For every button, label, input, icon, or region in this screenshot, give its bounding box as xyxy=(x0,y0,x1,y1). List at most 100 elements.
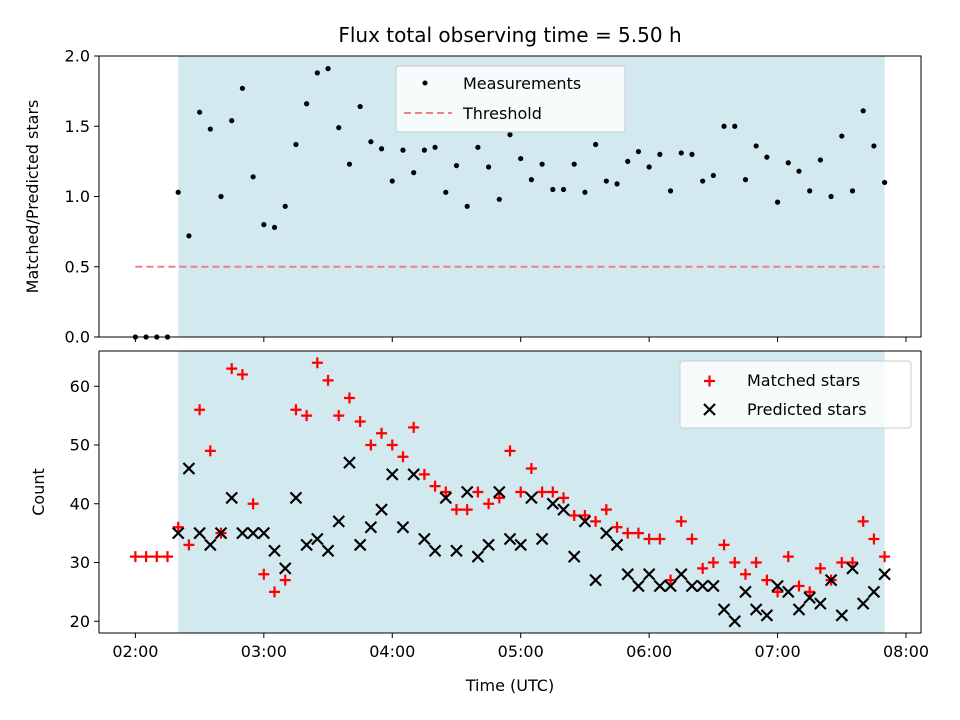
y-tick-label: 1.0 xyxy=(65,187,90,206)
matched-star-point xyxy=(172,521,184,533)
measurement-point xyxy=(496,196,502,202)
matched-star-point xyxy=(697,562,709,574)
ratio-legend-box xyxy=(395,65,626,133)
measurement-point xyxy=(314,70,320,76)
measurement-point xyxy=(357,103,363,110)
matched-star-point xyxy=(397,451,409,463)
count-marks xyxy=(129,357,891,628)
predicted-star-point xyxy=(600,526,613,540)
measurement-point xyxy=(464,203,470,209)
measurement-point xyxy=(485,164,492,170)
matched-star-point xyxy=(461,504,473,516)
measurement-point xyxy=(710,172,716,179)
predicted-star-point xyxy=(289,491,303,505)
matched-star-point xyxy=(804,586,816,598)
matched-star-point xyxy=(707,557,719,568)
measurement-point xyxy=(849,188,856,194)
predicted-star-point xyxy=(278,562,292,575)
measurement-point xyxy=(721,123,727,129)
predicted-star-point xyxy=(396,520,410,534)
predicted-star-point xyxy=(236,526,249,540)
measurement-point xyxy=(689,151,695,157)
measurement-point xyxy=(239,85,246,91)
measurement-point xyxy=(293,141,299,148)
measurement-point xyxy=(635,148,642,155)
x-tick-label: 03:00 xyxy=(241,642,287,661)
count-y-axis-label: Count xyxy=(29,468,48,516)
measurement-point xyxy=(421,147,427,153)
measurement-point xyxy=(807,188,813,194)
x-tick-label: 04:00 xyxy=(369,642,415,661)
matched-star-point xyxy=(311,357,323,369)
measurement-point xyxy=(175,189,181,195)
ratio-y-axis-label: Matched/Predicted stars xyxy=(23,100,42,294)
x-tick-label: 02:00 xyxy=(112,642,158,661)
matched-star-point xyxy=(354,416,366,427)
measurement-point xyxy=(871,143,877,149)
predicted-star-point xyxy=(321,544,335,558)
predicted-star-point xyxy=(332,515,346,528)
matched-star-point xyxy=(814,562,826,574)
predicted-star-point xyxy=(482,538,495,552)
predicted-star-point xyxy=(450,544,463,558)
measurement-point xyxy=(336,125,342,131)
predicted-star-point xyxy=(717,603,731,616)
measurement-point xyxy=(625,158,631,164)
predicted-star-point xyxy=(621,567,635,581)
count-panel: 02:00 03:00 04:00 05:00 06:00 07:00 08:00 20 30 4… xyxy=(29,350,929,695)
measurement-point xyxy=(304,101,310,107)
measurement-point xyxy=(667,188,674,194)
predicted-star-point xyxy=(674,567,688,581)
predicted-star-point xyxy=(557,503,570,516)
measurement-point xyxy=(453,162,460,169)
matched-star-point xyxy=(343,392,355,404)
predicted-star-point xyxy=(460,485,474,499)
matched-star-point xyxy=(269,586,281,598)
y-tick-label: 0.0 xyxy=(65,328,90,347)
matched-star-point xyxy=(493,492,505,504)
matched-star-point xyxy=(322,374,334,386)
predicted-star-point xyxy=(610,538,624,552)
matched-star-point xyxy=(258,568,270,580)
matched-star-point xyxy=(857,515,869,527)
measurement-point xyxy=(774,199,781,205)
chart-title: Flux total observing time = 5.50 h xyxy=(338,23,681,47)
measurement-point xyxy=(229,118,235,124)
matched-star-point xyxy=(140,551,152,563)
measurement-point xyxy=(657,151,663,157)
predicted-star-point xyxy=(685,579,699,593)
matched-star-point xyxy=(761,574,773,586)
matched-star-point xyxy=(151,551,163,563)
predicted-star-point xyxy=(257,526,271,540)
y-tick-label: 2.0 xyxy=(65,47,90,66)
predicted-star-point xyxy=(835,609,849,622)
matched-star-point xyxy=(665,574,677,586)
predicted-star-point xyxy=(856,597,870,610)
y-tick-label: 40 xyxy=(70,494,90,513)
predicted-star-point xyxy=(632,579,645,593)
predicted-star-point xyxy=(760,609,774,622)
measurement-point xyxy=(207,126,213,132)
predicted-star-point xyxy=(503,532,517,546)
measurement-point xyxy=(742,177,749,183)
predicted-star-point xyxy=(407,468,420,481)
measurement-point xyxy=(528,177,535,183)
ratio-legend: Measurements Threshold xyxy=(395,65,626,133)
measurement-point xyxy=(507,132,513,138)
matched-star-point xyxy=(622,527,634,539)
predicted-star-point xyxy=(364,520,378,534)
legend-measurements-marker xyxy=(422,80,428,86)
matched-star-point xyxy=(654,533,666,545)
matched-star-point xyxy=(129,551,141,563)
y-tick-label: 60 xyxy=(70,377,90,396)
matched-star-point xyxy=(643,533,655,545)
count-legend-box xyxy=(679,360,912,429)
matched-star-point xyxy=(632,527,644,539)
matched-star-point xyxy=(290,404,302,416)
measurement-point xyxy=(571,161,577,167)
matched-star-point xyxy=(162,551,173,563)
measurement-point xyxy=(282,203,288,209)
measurement-point xyxy=(700,178,706,184)
predicted-star-point xyxy=(471,550,485,563)
